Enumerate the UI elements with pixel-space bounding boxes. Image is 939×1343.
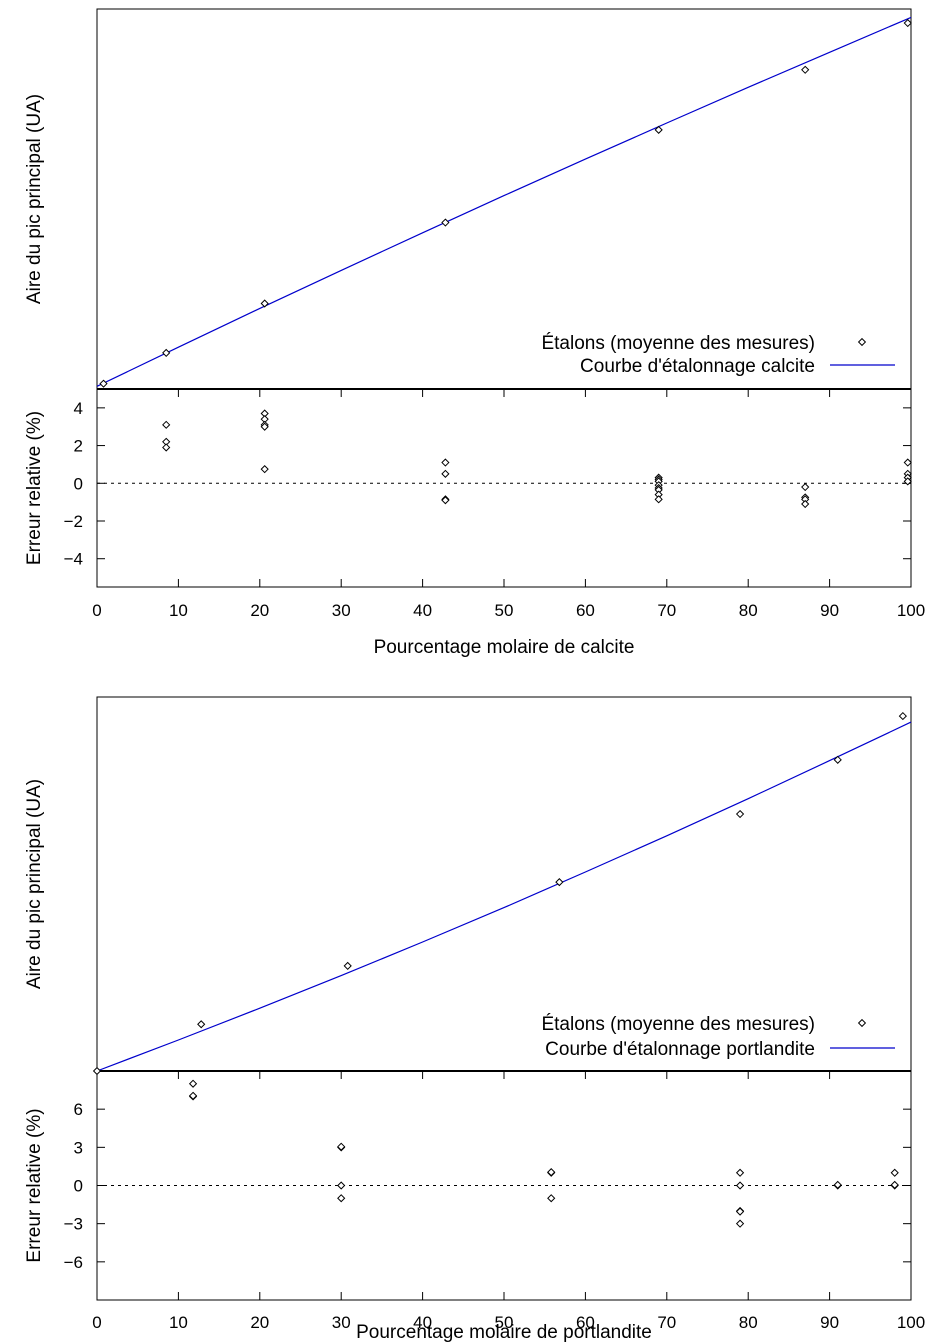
x-tick-label: 70: [657, 601, 676, 620]
x-tick-label: 20: [250, 1313, 269, 1332]
y-tick-label: 0: [74, 1177, 83, 1196]
residual-data-point: [903, 477, 912, 486]
x-tick-label: 10: [169, 601, 188, 620]
x-tick-label: 100: [897, 601, 925, 620]
residual-data-point: [833, 1180, 842, 1189]
legend-points-marker: [857, 1018, 867, 1028]
standard-data-point: [735, 809, 745, 819]
standard-data-point: [654, 125, 663, 134]
residual-data-point: [441, 458, 450, 467]
residual-y-axis-label: Erreur relative (%): [24, 411, 45, 565]
residual-data-point: [337, 1142, 346, 1151]
standard-data-point: [441, 218, 450, 227]
y-tick-label: −4: [64, 550, 83, 569]
residual-plot-frame: [96, 388, 912, 588]
residual-data-point: [188, 1091, 198, 1100]
residual-data-point: [654, 495, 663, 504]
x-tick-label: 0: [92, 601, 101, 620]
residual-data-point: [735, 1181, 745, 1190]
y-tick-label: −2: [64, 512, 83, 531]
main-y-axis-label: Aire du pic principal (UA): [24, 94, 45, 304]
x-tick-label: 50: [495, 1313, 514, 1332]
residual-data-point: [801, 499, 810, 509]
standard-data-point: [903, 18, 912, 28]
y-tick-label: 6: [74, 1100, 83, 1119]
y-tick-label: 0: [74, 474, 83, 493]
residual-data-point: [441, 469, 450, 478]
residual-data-point: [547, 1194, 556, 1203]
x-tick-label: 40: [413, 601, 432, 620]
residual-data-point: [890, 1180, 899, 1189]
residual-data-point: [735, 1219, 745, 1228]
residual-data-point: [547, 1168, 556, 1177]
standard-data-point: [343, 961, 352, 971]
x-tick-label: 30: [332, 1313, 351, 1332]
residual-data-point: [337, 1194, 346, 1203]
legend-points-label: Étalons (moyenne des mesures): [541, 1014, 815, 1035]
y-tick-label: −6: [64, 1253, 83, 1272]
x-tick-label: 80: [739, 601, 758, 620]
legend-curve-label: Courbe d'étalonnage calcite: [580, 356, 815, 377]
x-tick-label: 60: [576, 1313, 595, 1332]
x-tick-label: 20: [250, 601, 269, 620]
legend-points-label: Étalons (moyenne des mesures): [541, 333, 815, 354]
x-axis-label: Pourcentage molaire de portlandite: [356, 1322, 652, 1343]
residual-data-point: [162, 420, 171, 429]
standard-data-point: [260, 299, 269, 308]
y-tick-label: −3: [64, 1215, 83, 1234]
residual-data-point: [890, 1168, 899, 1177]
standard-data-point: [833, 755, 842, 764]
calibration-curve-line: [96, 721, 912, 1072]
standard-data-point: [197, 1020, 206, 1029]
x-tick-label: 50: [495, 601, 514, 620]
standard-data-point: [801, 65, 810, 74]
residual-data-point: [260, 465, 269, 474]
x-tick-label: 80: [739, 1313, 758, 1332]
residual-data-point: [260, 422, 269, 431]
x-tick-label: 90: [820, 1313, 839, 1332]
x-tick-label: 100: [897, 1313, 925, 1332]
x-tick-label: 10: [169, 1313, 188, 1332]
x-tick-label: 40: [413, 1313, 432, 1332]
residual-data-point: [903, 458, 912, 467]
standard-data-point: [555, 878, 564, 887]
x-tick-label: 30: [332, 601, 351, 620]
y-tick-label: 3: [74, 1138, 83, 1157]
residual-data-point: [735, 1168, 745, 1177]
y-tick-label: 4: [74, 399, 83, 418]
y-tick-label: 2: [74, 437, 83, 456]
residual-data-point: [441, 496, 450, 505]
x-axis-label: Pourcentage molaire de calcite: [374, 637, 635, 658]
residual-data-point: [188, 1079, 198, 1088]
residual-data-point: [337, 1181, 346, 1190]
residual-data-point: [801, 482, 810, 492]
residual-data-point: [735, 1207, 745, 1216]
residual-y-axis-label: Erreur relative (%): [24, 1108, 45, 1262]
standard-data-point: [162, 348, 171, 358]
standard-data-point: [99, 379, 108, 388]
standard-data-point: [898, 711, 907, 721]
x-tick-label: 0: [92, 1313, 101, 1332]
x-tick-label: 90: [820, 601, 839, 620]
x-tick-label: 70: [657, 1313, 676, 1332]
legend-curve-label: Courbe d'étalonnage portlandite: [545, 1039, 815, 1060]
main-plot-frame: [96, 8, 912, 390]
legend-points-marker: [857, 337, 867, 347]
calibration-curve-line: [96, 16, 912, 387]
standard-data-point: [92, 1066, 102, 1076]
x-tick-label: 60: [576, 601, 595, 620]
main-y-axis-label: Aire du pic principal (UA): [24, 779, 45, 989]
residual-data-point: [162, 443, 171, 452]
